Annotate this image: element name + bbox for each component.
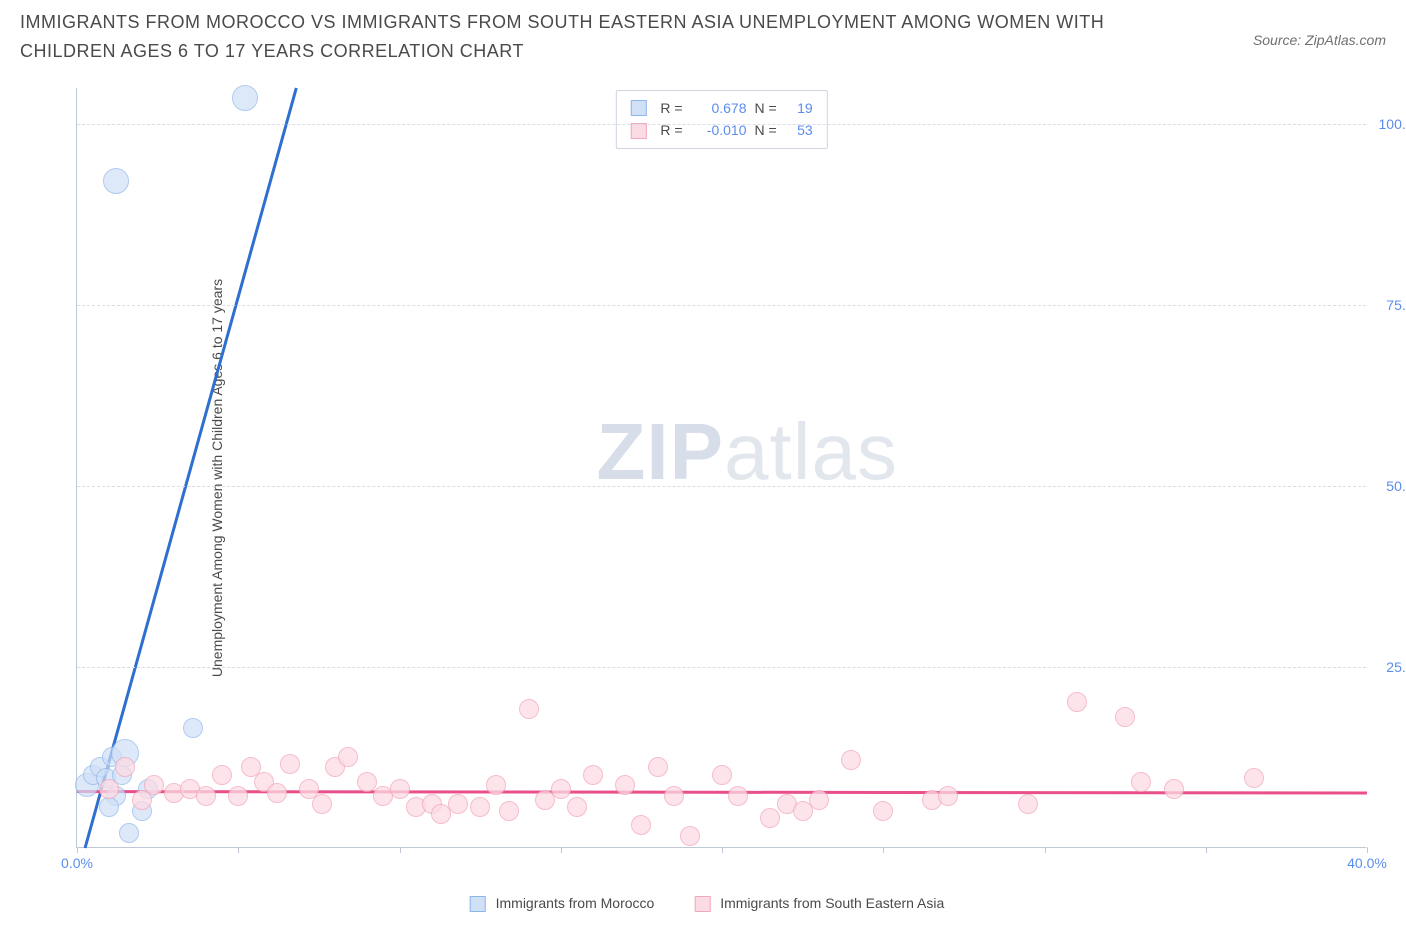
y-tick-label: 25.0%: [1386, 659, 1406, 675]
trend-lines: [77, 88, 1366, 847]
data-point: [728, 786, 748, 806]
x-tick-mark: [722, 847, 723, 853]
data-point: [631, 815, 651, 835]
data-point: [938, 786, 958, 806]
gridline: [77, 305, 1366, 306]
data-point: [551, 779, 571, 799]
legend-item: Immigrants from Morocco: [470, 895, 655, 912]
data-point: [680, 826, 700, 846]
source-label: Source: ZipAtlas.com: [1253, 8, 1386, 48]
gridline: [77, 486, 1366, 487]
x-tick-mark: [1206, 847, 1207, 853]
data-point: [615, 775, 635, 795]
stats-row-series-0: R = 0.678 N = 19: [630, 97, 812, 119]
chart-area: Unemployment Among Women with Children A…: [28, 78, 1386, 878]
chart-title: IMMIGRANTS FROM MOROCCO VS IMMIGRANTS FR…: [20, 8, 1120, 66]
data-point: [448, 794, 468, 814]
data-point: [390, 779, 410, 799]
data-point: [119, 823, 139, 843]
legend-label: Immigrants from Morocco: [496, 895, 655, 911]
data-point: [144, 775, 164, 795]
x-tick-mark: [238, 847, 239, 853]
x-tick-label: 40.0%: [1347, 855, 1387, 871]
x-tick-mark: [561, 847, 562, 853]
data-point: [99, 779, 119, 799]
y-tick-label: 75.0%: [1386, 297, 1406, 313]
data-point: [1018, 794, 1038, 814]
data-point: [99, 797, 119, 817]
data-point: [228, 786, 248, 806]
legend-swatch-icon: [630, 100, 646, 116]
data-point: [1164, 779, 1184, 799]
data-point: [760, 808, 780, 828]
stats-row-series-1: R = -0.010 N = 53: [630, 119, 812, 141]
bottom-legend: Immigrants from Morocco Immigrants from …: [470, 895, 945, 912]
x-tick-mark: [400, 847, 401, 853]
y-tick-label: 50.0%: [1386, 478, 1406, 494]
data-point: [567, 797, 587, 817]
data-point: [115, 757, 135, 777]
gridline: [77, 124, 1366, 125]
legend-label: Immigrants from South Eastern Asia: [720, 895, 944, 911]
data-point: [712, 765, 732, 785]
legend-swatch-icon: [694, 896, 710, 912]
data-point: [196, 786, 216, 806]
data-point: [470, 797, 490, 817]
data-point: [648, 757, 668, 777]
data-point: [183, 718, 203, 738]
data-point: [583, 765, 603, 785]
data-point: [212, 765, 232, 785]
legend-swatch-icon: [470, 896, 486, 912]
data-point: [809, 790, 829, 810]
data-point: [841, 750, 861, 770]
data-point: [1244, 768, 1264, 788]
data-point: [103, 168, 129, 194]
gridline: [77, 667, 1366, 668]
data-point: [1067, 692, 1087, 712]
data-point: [873, 801, 893, 821]
data-point: [1115, 707, 1135, 727]
data-point: [312, 794, 332, 814]
data-point: [338, 747, 358, 767]
data-point: [499, 801, 519, 821]
x-tick-mark: [883, 847, 884, 853]
data-point: [357, 772, 377, 792]
data-point: [232, 85, 258, 111]
x-tick-label: 0.0%: [61, 855, 93, 871]
y-tick-label: 100.0%: [1379, 116, 1406, 132]
x-tick-mark: [1045, 847, 1046, 853]
x-tick-mark: [1367, 847, 1368, 853]
data-point: [519, 699, 539, 719]
data-point: [1131, 772, 1151, 792]
plot-region: ZIPatlas R = 0.678 N = 19 R = -0.010 N =…: [76, 88, 1366, 848]
legend-item: Immigrants from South Eastern Asia: [694, 895, 944, 912]
x-tick-mark: [77, 847, 78, 853]
data-point: [267, 783, 287, 803]
data-point: [486, 775, 506, 795]
data-point: [664, 786, 684, 806]
stats-box: R = 0.678 N = 19 R = -0.010 N = 53: [615, 90, 827, 149]
data-point: [280, 754, 300, 774]
